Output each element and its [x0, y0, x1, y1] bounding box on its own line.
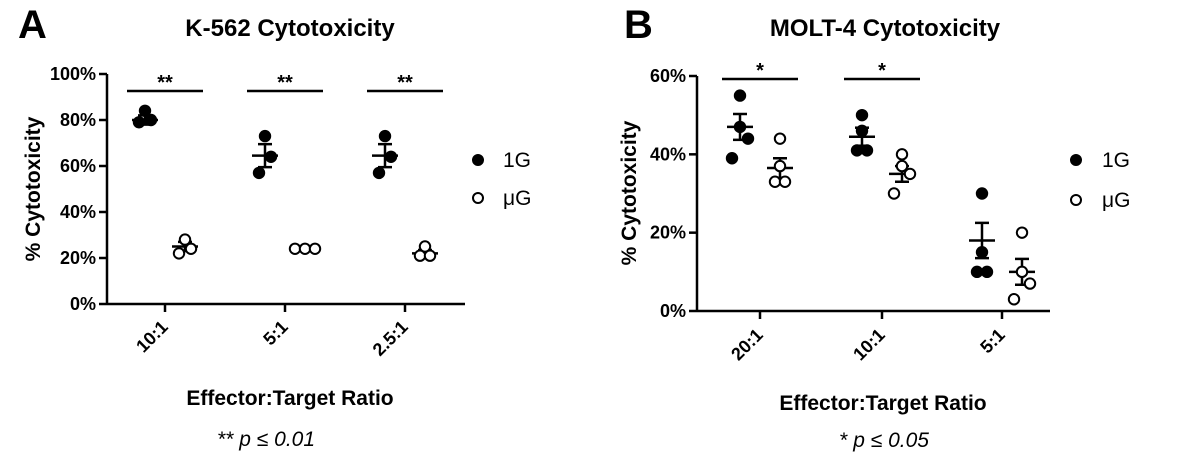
- p1-point-1g: [860, 144, 874, 157]
- panel-b-xlabel: Effector:Target Ratio: [779, 392, 986, 415]
- panel-a-ylabel: % Cytotoxicity: [22, 116, 45, 261]
- p0-point-1g: [372, 166, 386, 180]
- p0-point-ug: [288, 242, 302, 256]
- p0-ytick-label: 80%: [60, 110, 96, 130]
- panel-a-footnote: ** p ≤ 0.01: [217, 428, 315, 451]
- p1-sig-label: *: [756, 60, 764, 82]
- p0-point-1g: [144, 113, 158, 127]
- p1-point-1g: [855, 124, 869, 138]
- panel-a-title: K-562 Cytotoxicity: [185, 15, 395, 42]
- p0-xtick-label: 10:1: [132, 317, 172, 357]
- panel-a-footnote-mark: **: [217, 428, 234, 451]
- p1-ytick-label: 0%: [660, 301, 686, 321]
- p0-legend-label: 1G: [503, 149, 531, 172]
- p0-legend-marker: [472, 154, 484, 166]
- p1-point-1g: [980, 265, 994, 279]
- p0-ytick-label: 20%: [60, 248, 96, 268]
- p1-point-1g: [741, 132, 755, 145]
- p0-point-ug: [308, 242, 322, 256]
- p1-ytick-label: 40%: [650, 144, 686, 164]
- p1-point-ug: [1015, 226, 1029, 239]
- p1-point-ug: [1007, 293, 1021, 306]
- panel-a-plot: 0% 20% 40% 60% 80% 100% 10:1 5:1 2.5:1 ** ** ** 1G μG: [50, 64, 531, 360]
- p1-point-ug: [895, 148, 909, 161]
- panel-b-footnote-text: p ≤ 0.05: [852, 429, 929, 452]
- panel-b-ylabel: % Cytotoxicity: [618, 120, 641, 265]
- p0-sig-label: **: [397, 72, 413, 94]
- panel-a-footnote-text: p ≤ 0.01: [238, 428, 315, 451]
- p0-point-ug: [298, 242, 312, 256]
- p1-point-ug: [895, 159, 909, 173]
- panel-b-title: MOLT-4 Cytotoxicity: [770, 15, 1001, 42]
- p0-point-ug: [172, 247, 186, 260]
- p1-xtick-label: 20:1: [727, 325, 767, 365]
- p0-ytick-label: 100%: [50, 64, 96, 84]
- p1-point-1g: [975, 246, 989, 259]
- p1-point-ug: [1015, 265, 1029, 279]
- p1-point-ug: [773, 159, 787, 173]
- panel-b-plot: 0% 20% 40% 60% 20:1 10:1 5:1 * * 1G μG: [650, 60, 1130, 364]
- panel-b-footnote-mark: *: [839, 429, 848, 452]
- p1-ytick-label: 20%: [650, 223, 686, 243]
- panel-b-letter: B: [624, 3, 653, 47]
- p0-point-ug: [178, 233, 192, 246]
- p0-sig-label: **: [277, 72, 293, 94]
- panel-a: A K-562 Cytotoxicity % Cytotoxicity Effe…: [18, 3, 531, 451]
- p0-point-1g: [258, 129, 272, 143]
- p0-legend-marker: [472, 192, 484, 204]
- p0-ytick-label: 40%: [60, 202, 96, 222]
- p1-ytick-label: 60%: [650, 66, 686, 86]
- p1-point-ug: [773, 132, 787, 145]
- p0-point-1g: [252, 166, 266, 180]
- panel-a-letter: A: [18, 3, 47, 47]
- p0-point-1g: [384, 150, 398, 164]
- p1-point-1g: [725, 152, 739, 165]
- p0-point-ug: [418, 240, 432, 253]
- p0-legend-label: μG: [503, 187, 531, 210]
- p0-point-1g: [378, 129, 392, 143]
- panel-a-xlabel: Effector:Target Ratio: [186, 387, 393, 410]
- p1-point-1g: [733, 120, 747, 134]
- p1-point-ug: [1023, 277, 1037, 290]
- p1-point-1g: [975, 187, 989, 200]
- p0-point-ug: [423, 249, 437, 262]
- p1-legend-marker: [1070, 154, 1082, 166]
- p1-point-1g: [855, 108, 869, 122]
- p0-xtick-label: 2.5:1: [369, 317, 412, 360]
- p1-sig-label: *: [878, 60, 886, 82]
- p0-point-1g: [132, 116, 146, 129]
- p0-point-1g: [138, 104, 152, 118]
- p0-sig-label: **: [157, 72, 173, 94]
- p1-point-ug: [903, 167, 917, 181]
- p1-legend-label: 1G: [1102, 149, 1130, 172]
- p0-xtick-label: 5:1: [259, 317, 292, 350]
- p1-xtick-label: 10:1: [849, 325, 889, 365]
- panel-b: B MOLT-4 Cytotoxicity % Cytotoxicity Eff…: [618, 3, 1130, 452]
- p0-ytick-label: 60%: [60, 156, 96, 176]
- p1-xtick-label: 5:1: [976, 325, 1009, 358]
- p1-point-1g: [733, 89, 747, 102]
- p0-point-1g: [264, 150, 278, 164]
- panel-b-footnote: * p ≤ 0.05: [839, 429, 929, 452]
- p1-legend-label: μG: [1102, 189, 1130, 212]
- p1-point-1g: [970, 265, 984, 279]
- p1-point-ug: [887, 187, 901, 200]
- p0-point-ug: [184, 242, 198, 256]
- p1-point-1g: [850, 144, 864, 157]
- p1-point-ug: [768, 175, 782, 188]
- p1-point-ug: [778, 175, 792, 188]
- p1-legend-marker: [1070, 194, 1082, 206]
- p0-ytick-label: 0%: [70, 294, 96, 314]
